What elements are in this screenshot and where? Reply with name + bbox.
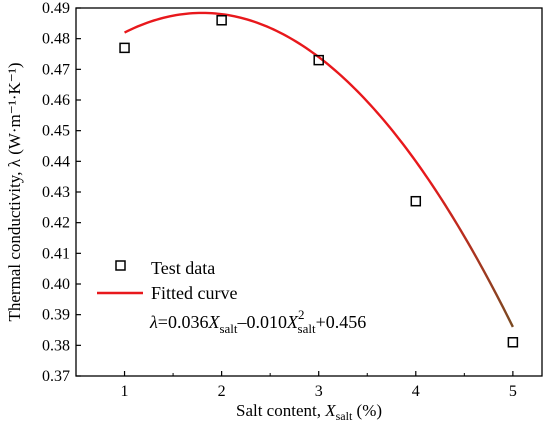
plot-area	[75, 7, 543, 377]
x-tick-label: 5	[509, 383, 517, 400]
legend-label-fitted-curve: Fitted curve	[151, 283, 237, 303]
y-axis-ticks: 0.37 0.38 0.39 0.40 0.41 0.42 0.43 0.44 0.45 0.46…	[42, 0, 81, 385]
x-tick-label: 3	[315, 383, 323, 400]
y-tick-label: 0.46	[42, 92, 70, 109]
x-tick-label: 2	[218, 383, 226, 400]
y-tick-label: 0.44	[42, 153, 70, 170]
y-tick-label: 0.37	[42, 368, 70, 385]
y-tick-label: 0.39	[42, 307, 70, 324]
test-data-points	[119, 15, 519, 348]
y-tick-label: 0.38	[42, 337, 70, 354]
y-tick-label: 0.49	[42, 0, 70, 17]
data-point	[119, 42, 130, 54]
legend: Test data Fitted curve λ=0.036Xsalt–0.01…	[97, 258, 366, 336]
legend-label-test-data: Test data	[151, 258, 215, 278]
y-tick-label: 0.47	[42, 61, 70, 78]
x-axis-title: Salt content, Xsalt (%)	[236, 401, 382, 423]
data-point	[507, 337, 519, 348]
y-tick-label: 0.48	[42, 31, 70, 48]
y-tick-label: 0.41	[42, 245, 70, 262]
y-axis-title: Thermal conductivity, λ (W·m⁻¹·K⁻¹)	[5, 62, 24, 321]
x-tick-label: 4	[412, 383, 420, 400]
y-tick-label: 0.43	[42, 184, 70, 201]
x-axis-ticks: 1 2 3 4 5	[121, 371, 517, 400]
fit-formula: λ=0.036Xsalt–0.010X2 salt+0.456	[149, 307, 366, 336]
y-tick-label: 0.40	[42, 276, 70, 293]
data-point	[216, 15, 227, 26]
data-point	[410, 195, 422, 207]
y-tick-label: 0.45	[42, 123, 70, 140]
data-point	[313, 54, 324, 66]
fitted-curve-line	[124, 11, 514, 328]
legend-marker-test-data	[115, 260, 126, 271]
y-tick-label: 0.42	[42, 215, 70, 232]
x-tick-label: 1	[121, 383, 129, 400]
